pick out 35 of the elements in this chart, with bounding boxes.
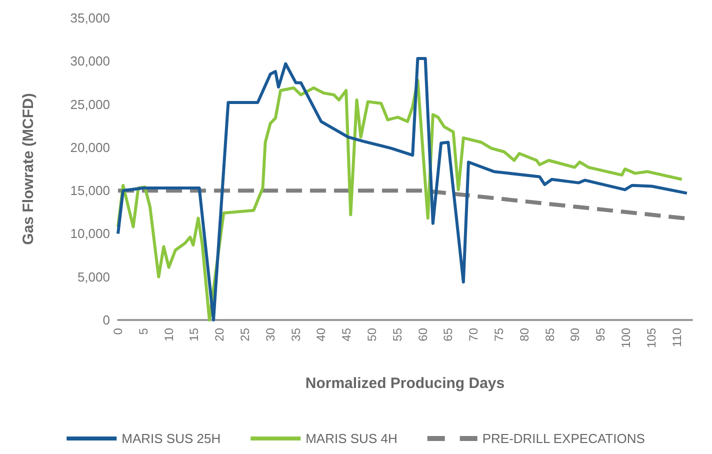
y-tick-label: 25,000 (70, 96, 110, 112)
x-tick-label: 40 (314, 328, 328, 342)
y-tick-label: 15,000 (70, 183, 110, 198)
x-tick-label: 110 (670, 328, 684, 348)
x-tick-label: 60 (416, 328, 430, 342)
y-axis-title: Gas Flowrate (MCFD) (20, 93, 37, 245)
legend-label: PRE-DRILL EXPECATIONS (482, 431, 646, 446)
x-tick-label: 85 (542, 328, 557, 342)
x-tick-label: 95 (594, 328, 608, 342)
x-tick-label: 25 (238, 328, 252, 342)
x-tick-label: 0 (111, 328, 125, 335)
x-tick-label: 5 (136, 328, 150, 335)
x-tick-label: 90 (568, 328, 582, 342)
x-tick-label: 50 (364, 328, 379, 342)
x-tick-label: 30 (263, 328, 278, 342)
x-tick-label: 20 (212, 328, 227, 342)
legend-label: MARIS SUS 25H (122, 431, 221, 446)
x-tick-label: 105 (644, 328, 658, 348)
y-tick-label: 30,000 (70, 54, 110, 69)
y-tick-label: 5,000 (77, 269, 110, 284)
legend-label: MARIS SUS 4H (306, 431, 398, 446)
x-tick-label: 45 (340, 328, 354, 342)
y-tick-label: 35,000 (70, 10, 110, 26)
x-tick-label: 65 (441, 328, 456, 342)
x-tick-label: 15 (187, 328, 202, 342)
x-tick-label: 80 (517, 328, 532, 342)
x-tick-label: 75 (492, 328, 506, 342)
x-axis-title: Normalized Producing Days (305, 375, 505, 392)
x-tick-label: 100 (618, 328, 633, 348)
x-tick-label: 70 (466, 328, 481, 342)
x-tick-label: 10 (162, 328, 176, 342)
x-tick-label: 35 (288, 328, 303, 342)
y-tick-label: 10,000 (70, 226, 110, 242)
y-tick-label: 20,000 (70, 140, 110, 155)
x-tick-label: 55 (390, 328, 404, 342)
